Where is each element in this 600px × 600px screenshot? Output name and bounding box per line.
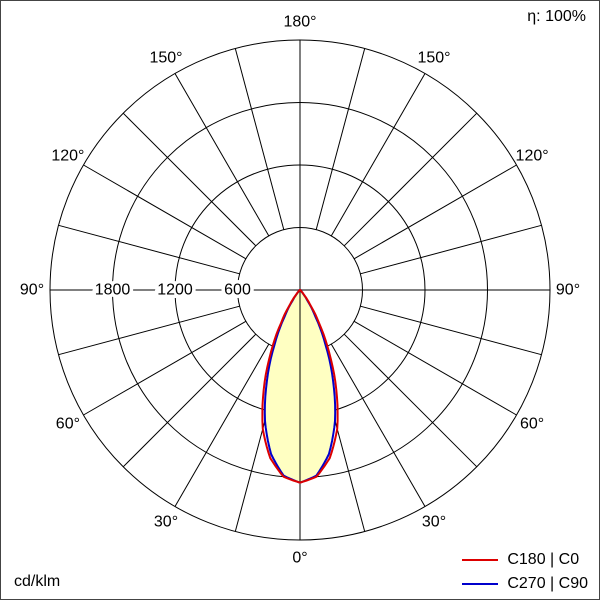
angle-label: 90° bbox=[20, 282, 44, 299]
eta-efficiency-label: η: 100% bbox=[527, 8, 586, 25]
grid-radial-line bbox=[234, 48, 285, 230]
angle-label: 60° bbox=[520, 416, 544, 433]
legend-item-c90: C270 | C90 bbox=[462, 576, 588, 592]
grid-radial-line bbox=[174, 73, 270, 237]
grid-radial-line bbox=[58, 305, 240, 356]
radial-tick-label: 1800 bbox=[95, 282, 131, 299]
angle-label: 120° bbox=[51, 148, 84, 165]
legend-label-c0: C180 | C0 bbox=[507, 551, 580, 568]
grid-radial-line bbox=[83, 320, 247, 416]
angle-label: 30° bbox=[154, 514, 178, 531]
legend-label-c90: C270 | C90 bbox=[507, 575, 588, 592]
grid-radial-line bbox=[360, 224, 542, 275]
grid-radial-line bbox=[353, 164, 517, 260]
angle-label: 60° bbox=[56, 416, 80, 433]
grid-radial-line bbox=[122, 333, 257, 468]
grid-radial-line bbox=[330, 73, 426, 237]
radial-tick-label: 1200 bbox=[157, 282, 193, 299]
grid-radial-line bbox=[343, 112, 478, 247]
grid-radial-line bbox=[353, 320, 517, 416]
angle-label: 30° bbox=[422, 514, 446, 531]
grid-radial-line bbox=[360, 305, 542, 356]
grid-radial-line bbox=[343, 333, 478, 468]
grid-radial-line bbox=[315, 48, 366, 230]
grid-radial-line bbox=[83, 164, 247, 260]
radial-tick-label: 600 bbox=[224, 282, 251, 299]
angle-label: 120° bbox=[516, 148, 549, 165]
angle-label: 150° bbox=[149, 49, 182, 66]
angle-label: 150° bbox=[417, 49, 450, 66]
legend-line-red-icon bbox=[462, 559, 499, 561]
legend: C180 | C0 C270 | C90 bbox=[462, 552, 588, 592]
grid-radial-line bbox=[122, 112, 257, 247]
legend-line-blue-icon bbox=[462, 583, 499, 585]
angle-label: 180° bbox=[283, 14, 316, 31]
grid-radial-line bbox=[58, 224, 240, 275]
unit-label: cd/klm bbox=[14, 573, 61, 590]
legend-item-c0: C180 | C0 bbox=[462, 552, 588, 568]
beam-curve-c180-c0 bbox=[261, 289, 339, 484]
grid-radial-line bbox=[174, 343, 270, 507]
angle-label: 0° bbox=[292, 550, 307, 567]
grid-radial-line bbox=[330, 343, 426, 507]
angle-label: 90° bbox=[556, 282, 580, 299]
